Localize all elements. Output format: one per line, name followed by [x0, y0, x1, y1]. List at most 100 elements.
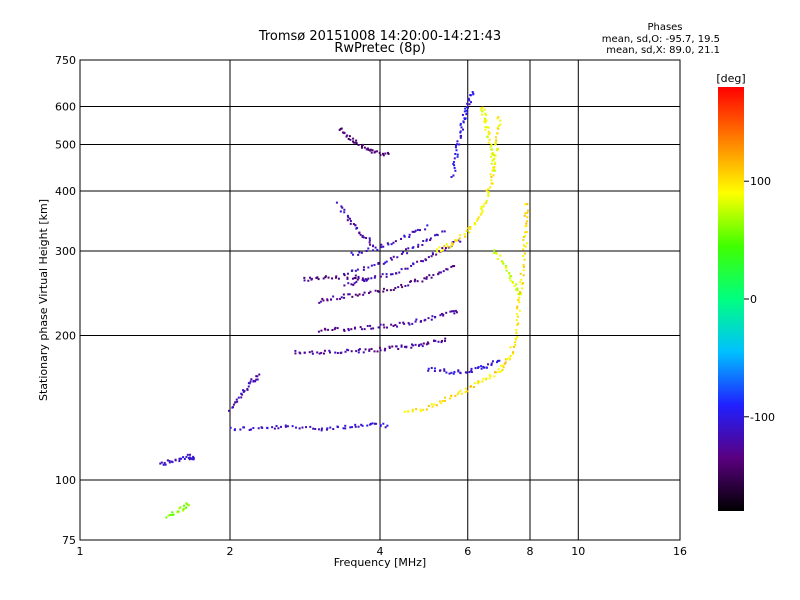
- data-point: [347, 293, 350, 296]
- data-point: [427, 342, 430, 345]
- data-point: [494, 143, 497, 146]
- data-point: [179, 506, 182, 509]
- data-point: [363, 146, 366, 149]
- data-point: [518, 296, 521, 299]
- data-point: [453, 164, 456, 167]
- data-point: [371, 149, 374, 152]
- data-point: [410, 346, 413, 349]
- data-point: [486, 363, 489, 366]
- data-point: [522, 244, 525, 247]
- data-point: [162, 463, 165, 466]
- data-point: [445, 371, 448, 374]
- data-point: [341, 131, 344, 134]
- data-point: [192, 457, 195, 460]
- data-point: [436, 248, 439, 251]
- data-point: [326, 299, 329, 302]
- data-point: [468, 103, 471, 106]
- data-point: [411, 410, 414, 413]
- data-point: [389, 273, 392, 276]
- data-point: [485, 189, 488, 192]
- data-point: [349, 138, 352, 141]
- data-point: [425, 239, 428, 242]
- x-tick-label: 8: [527, 545, 534, 558]
- data-point: [386, 289, 389, 292]
- data-point: [509, 279, 512, 282]
- data-point: [350, 328, 353, 331]
- data-point: [457, 391, 460, 394]
- data-point: [443, 369, 446, 372]
- data-point: [426, 341, 429, 344]
- data-point: [350, 251, 353, 254]
- data-point: [465, 229, 468, 232]
- data-point: [398, 321, 401, 324]
- data-point: [286, 425, 289, 428]
- data-point: [443, 230, 446, 233]
- data-point: [367, 247, 370, 250]
- data-point: [323, 349, 326, 352]
- data-point: [460, 135, 463, 138]
- data-point: [524, 245, 527, 248]
- data-point: [436, 234, 439, 237]
- data-point: [425, 277, 428, 280]
- y-tick-label: 200: [55, 330, 76, 343]
- data-point: [509, 354, 512, 357]
- data-point: [490, 362, 493, 365]
- data-point: [522, 239, 525, 242]
- data-point: [493, 375, 496, 378]
- data-point: [516, 287, 519, 290]
- data-point: [453, 265, 456, 268]
- data-point: [375, 422, 378, 425]
- data-point: [487, 133, 490, 136]
- data-point: [336, 327, 339, 330]
- data-point: [525, 242, 528, 245]
- data-point: [504, 266, 507, 269]
- data-point: [450, 394, 453, 397]
- data-point: [342, 272, 345, 275]
- data-point: [344, 427, 347, 430]
- data-point: [468, 99, 471, 102]
- data-point: [425, 238, 428, 241]
- data-point: [487, 194, 490, 197]
- stats-o-mode: mean, sd,O: -95.7, 19.5: [602, 34, 720, 45]
- data-point: [430, 403, 433, 406]
- data-point: [424, 318, 427, 321]
- data-point: [294, 349, 297, 352]
- data-point: [361, 424, 364, 427]
- data-point: [407, 322, 410, 325]
- data-point: [349, 217, 352, 220]
- data-point: [365, 237, 368, 240]
- data-point: [247, 385, 250, 388]
- data-point: [454, 152, 457, 155]
- data-point: [355, 280, 358, 283]
- data-point: [315, 276, 318, 279]
- data-point: [362, 268, 365, 271]
- data-point: [521, 283, 524, 286]
- data-point: [454, 309, 457, 312]
- data-point: [487, 126, 490, 129]
- data-point: [357, 253, 360, 256]
- data-point: [390, 323, 393, 326]
- data-point: [250, 428, 253, 431]
- data-point: [524, 212, 527, 215]
- data-point: [440, 341, 443, 344]
- data-point: [413, 280, 416, 283]
- data-point: [346, 276, 349, 279]
- data-point: [494, 154, 497, 157]
- data-point: [362, 266, 365, 269]
- data-point: [458, 237, 461, 240]
- data-point: [526, 203, 529, 206]
- data-point: [414, 343, 417, 346]
- data-point: [465, 106, 468, 109]
- data-point: [391, 345, 394, 348]
- data-point: [338, 129, 341, 132]
- data-point: [261, 426, 264, 429]
- data-point: [357, 275, 360, 278]
- data-point: [434, 234, 437, 237]
- data-point: [319, 300, 322, 303]
- data-point: [459, 234, 462, 237]
- x-axis-ticks: 1 2 4 6 8 10 16: [77, 545, 688, 558]
- data-point: [362, 278, 365, 281]
- data-point: [412, 344, 415, 347]
- data-point: [516, 307, 519, 310]
- data-point: [504, 358, 507, 361]
